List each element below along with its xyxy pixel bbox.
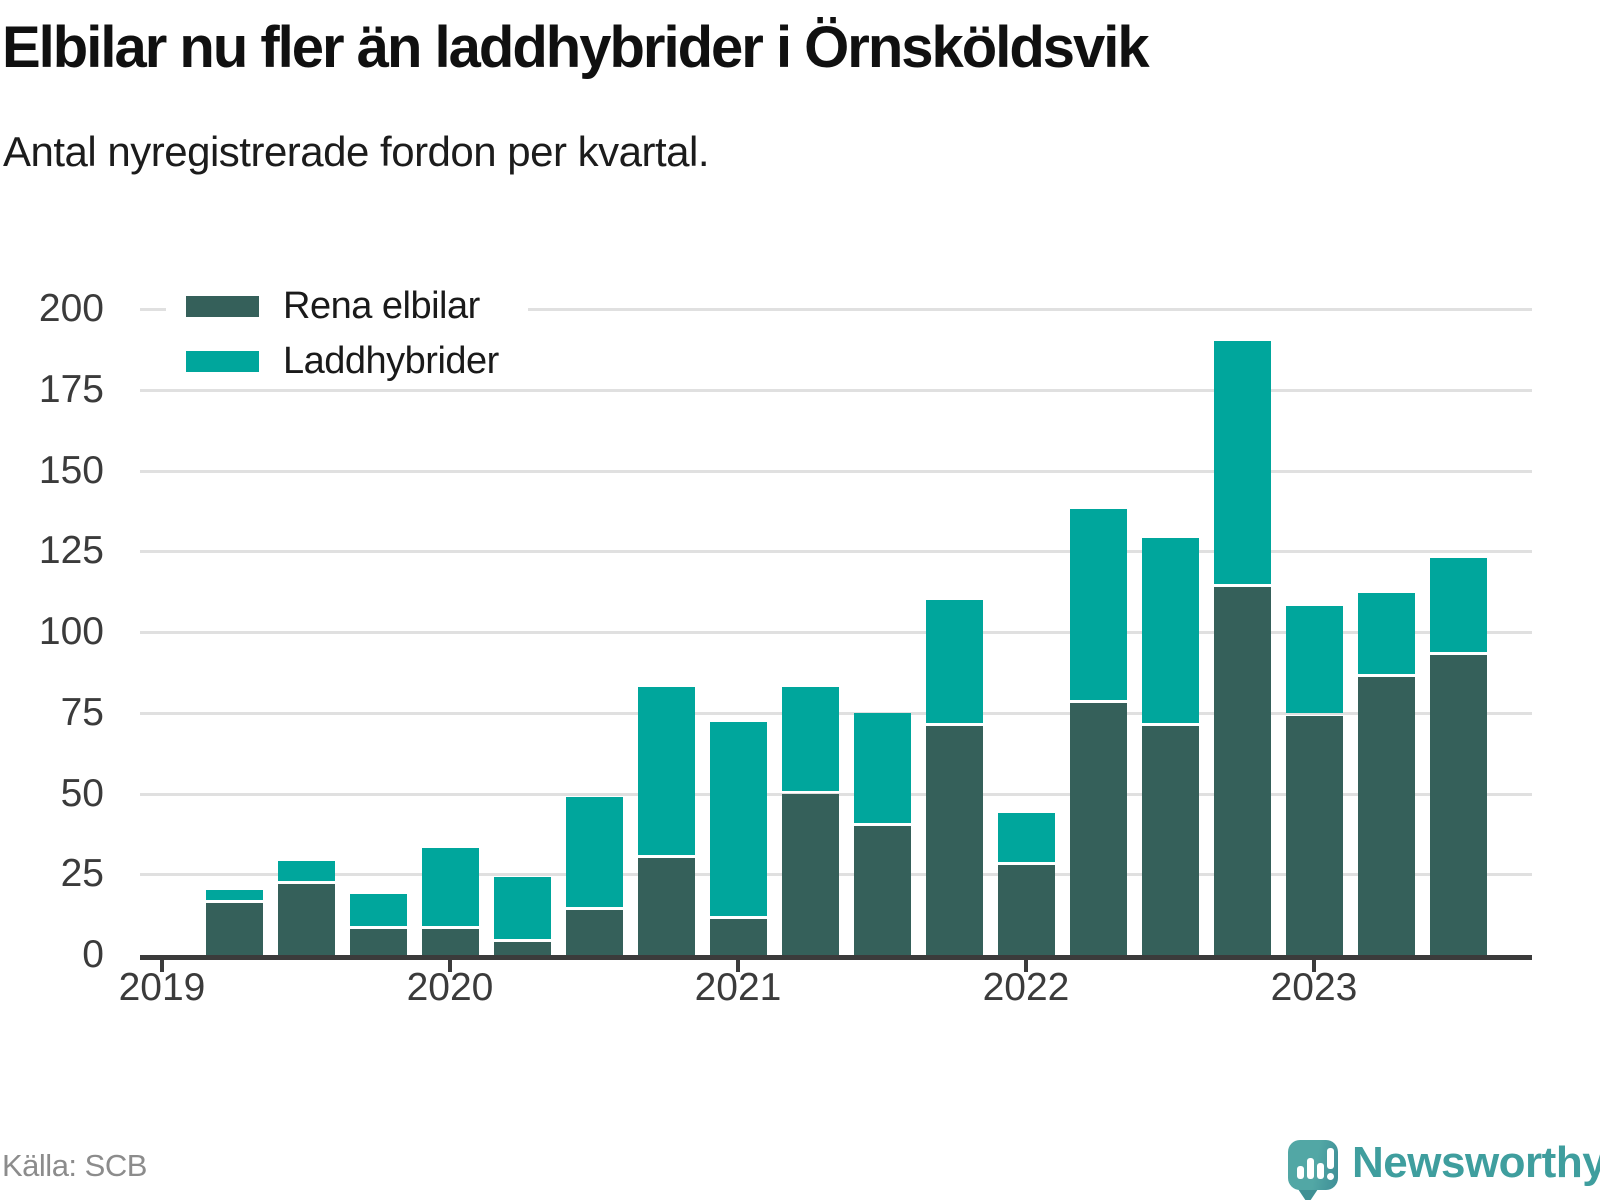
bar-2020-K1-laddhybrid [422, 848, 479, 927]
y-axis-label-75: 75 [60, 690, 104, 734]
y-axis-label-125: 125 [38, 529, 104, 573]
x-axis-label-2021: 2021 [694, 966, 782, 1009]
x-axis-tick-2021 [736, 959, 740, 972]
y-axis-label-150: 150 [38, 448, 104, 492]
gridline-100 [140, 631, 1532, 635]
gridline-175 [140, 388, 1532, 392]
bar-2021-K1-elbilar [710, 919, 767, 955]
bar-2022-K2-laddhybrid [1070, 509, 1127, 701]
gridline-125 [140, 550, 1532, 554]
bar-2020-K4-elbilar [638, 858, 695, 955]
bar-2020-K3-laddhybrid [566, 796, 623, 907]
bar-2023-K3-elbilar [1430, 654, 1487, 955]
legend: Rena elbilar Laddhybrider [166, 284, 547, 394]
legend-item-rena-elbilar: Rena elbilar [166, 284, 528, 328]
y-axis-label-200: 200 [38, 287, 104, 331]
legend-label: Rena elbilar [283, 284, 480, 327]
y-axis-label-175: 175 [38, 367, 104, 411]
bar-2021-K2-elbilar [782, 793, 839, 955]
bar-2021-K4-laddhybrid [926, 599, 983, 723]
gridline-150 [140, 469, 1532, 473]
y-axis-label-0: 0 [82, 933, 104, 976]
bar-2019-K2-laddhybrid [206, 890, 263, 901]
x-axis-tick-2019 [160, 959, 164, 972]
x-axis-tick-2022 [1024, 959, 1028, 972]
bar-2019-K4-laddhybrid [350, 893, 407, 927]
y-axis-label-25: 25 [60, 852, 104, 896]
chart-title: Elbilar nu fler än laddhybrider i Örnskö… [2, 15, 1150, 80]
x-axis-label-2019: 2019 [118, 966, 206, 1009]
bar-2020-K2-laddhybrid [494, 877, 551, 940]
bar-2020-K3-elbilar [566, 909, 623, 955]
legend-item-laddhybrider: Laddhybrider [166, 339, 547, 383]
bar-2023-K1-laddhybrid [1286, 606, 1343, 714]
y-axis-label-50: 50 [60, 771, 104, 815]
bar-2023-K3-laddhybrid [1430, 557, 1487, 652]
bar-2021-K3-laddhybrid [854, 712, 911, 823]
bar-2022-K4-laddhybrid [1214, 341, 1271, 584]
x-axis-label-2020: 2020 [406, 966, 494, 1009]
bar-2022-K1-laddhybrid [998, 812, 1055, 862]
bar-2021-K2-laddhybrid [782, 686, 839, 791]
x-axis-label-2023: 2023 [1270, 966, 1358, 1009]
bar-2020-K2-elbilar [494, 942, 551, 955]
brand-name: Newsworthy [1352, 1138, 1600, 1187]
logo-exclamation-dot-icon [1327, 1173, 1334, 1180]
logo-chart-bar-icon [1297, 1166, 1304, 1179]
bar-2022-K2-elbilar [1070, 703, 1127, 955]
y-axis-label-100: 100 [38, 610, 104, 654]
bar-2020-K4-laddhybrid [638, 686, 695, 856]
bar-2019-K3-elbilar [278, 883, 335, 955]
x-axis-tick-2023 [1312, 959, 1316, 972]
bar-2022-K3-elbilar [1142, 725, 1199, 955]
bar-2023-K2-laddhybrid [1358, 593, 1415, 675]
logo-chart-bar-icon [1307, 1158, 1314, 1179]
bar-2022-K3-laddhybrid [1142, 538, 1199, 723]
logo-chart-bar-icon [1317, 1163, 1324, 1179]
bar-2023-K2-elbilar [1358, 677, 1415, 955]
bar-2023-K1-elbilar [1286, 716, 1343, 955]
logo-exclamation-icon [1327, 1148, 1334, 1169]
bar-2021-K3-elbilar [854, 825, 911, 955]
legend-swatch-teal [186, 350, 259, 372]
bar-2021-K1-laddhybrid [710, 722, 767, 917]
source-note: Källa: SCB [2, 1148, 147, 1183]
bar-2020-K1-elbilar [422, 929, 479, 955]
x-axis-line [140, 955, 1532, 960]
bar-2021-K4-elbilar [926, 725, 983, 955]
x-axis-label-2022: 2022 [982, 966, 1070, 1009]
bar-2022-K4-elbilar [1214, 586, 1271, 955]
chart-subtitle: Antal nyregistrerade fordon per kvartal. [3, 128, 710, 175]
bar-2019-K2-elbilar [206, 903, 263, 955]
legend-swatch-dark [186, 295, 259, 317]
bar-2022-K1-elbilar [998, 864, 1055, 955]
bar-2019-K3-laddhybrid [278, 861, 335, 881]
bar-2019-K4-elbilar [350, 929, 407, 955]
gridline-200 [140, 308, 1532, 312]
legend-label: Laddhybrider [283, 339, 499, 382]
x-axis-tick-2020 [448, 959, 452, 972]
